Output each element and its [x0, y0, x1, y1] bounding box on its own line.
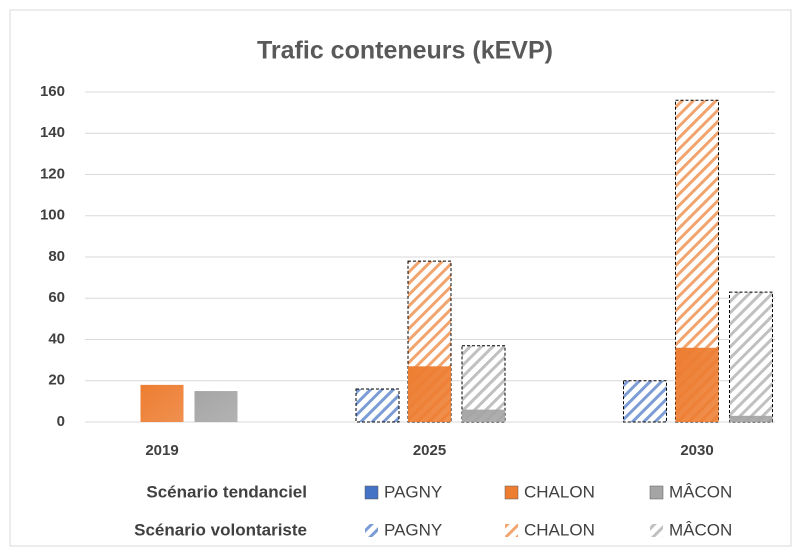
legend-group: Scénario volontariste [134, 520, 307, 539]
bar [729, 291, 773, 423]
x-tick-label: 2030 [680, 442, 713, 459]
legend-label: MÂCON [669, 520, 732, 539]
y-tick-label: 20 [48, 372, 65, 389]
bar [355, 388, 400, 423]
bar [462, 409, 505, 422]
legend-swatch [505, 524, 518, 537]
y-tick-label: 60 [48, 289, 65, 306]
y-tick-label: 40 [48, 330, 65, 347]
x-tick-label: 2025 [413, 442, 446, 459]
y-tick-label: 100 [40, 207, 65, 224]
bar [194, 391, 238, 422]
legend-swatch [364, 485, 379, 500]
bar [623, 380, 667, 423]
chart-title: Trafic conteneurs (kEVP) [257, 37, 553, 65]
x-tick-label: 2019 [145, 442, 178, 459]
legend-group: Scénario tendanciel [146, 482, 307, 501]
bar [408, 366, 451, 422]
legend-label: PAGNY [384, 482, 442, 501]
legend-swatch [504, 485, 519, 500]
y-tick-label: 0 [57, 413, 65, 430]
legend-swatch [365, 524, 378, 537]
legend-label: CHALON [524, 520, 595, 539]
y-tick-label: 120 [40, 165, 65, 182]
legend-swatch [650, 524, 663, 537]
bar [675, 347, 719, 422]
y-tick-label: 140 [40, 124, 65, 141]
chart-border [9, 9, 792, 547]
y-tick-label: 160 [40, 83, 65, 100]
legend-label: CHALON [524, 482, 595, 501]
y-tick-label: 80 [48, 248, 65, 265]
bar [140, 384, 184, 422]
legend-label: MÂCON [669, 482, 732, 501]
bar [729, 415, 773, 422]
legend-swatch [649, 485, 664, 500]
legend-label: PAGNY [384, 520, 442, 539]
